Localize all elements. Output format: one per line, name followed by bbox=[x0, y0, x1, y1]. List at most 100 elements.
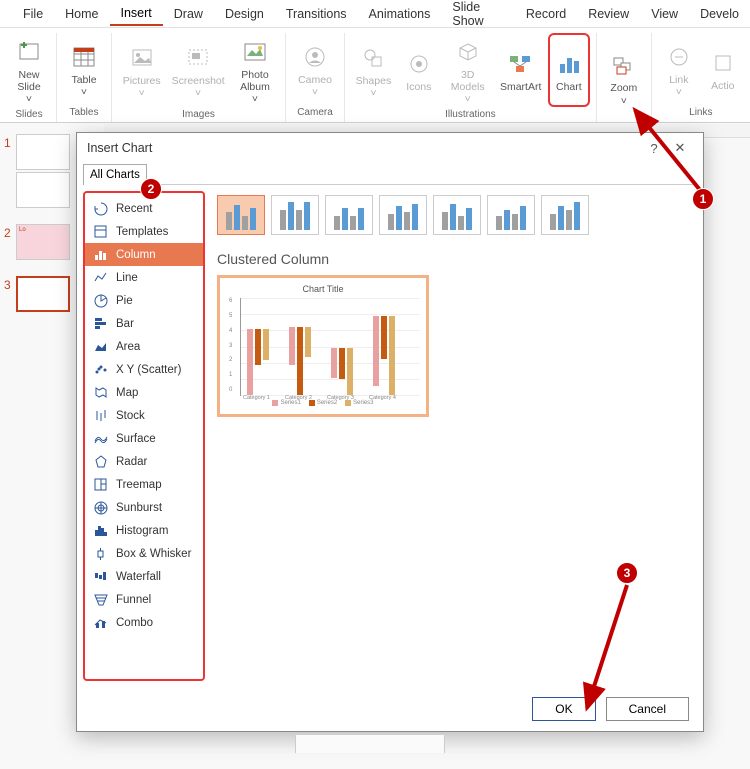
photo-album-button[interactable]: PhotoAlbum ˅ bbox=[231, 33, 279, 107]
slide-thumbnail-panel: 1 2Lo3 bbox=[0, 128, 74, 334]
icons-button[interactable]: Icons bbox=[398, 33, 440, 107]
chart-category-label: Funnel bbox=[116, 594, 151, 606]
chart-category-label: Line bbox=[116, 272, 138, 284]
chart-category-label: Stock bbox=[116, 410, 145, 422]
chart-preview-thumbnail[interactable]: Chart Title0123456Category 1Category 2Ca… bbox=[217, 275, 429, 417]
annotation-callout-2: 2 bbox=[140, 178, 162, 200]
treemap-chart-icon bbox=[93, 477, 108, 492]
chart-subtype-5[interactable] bbox=[487, 195, 535, 235]
ribbon-tab-transitions[interactable]: Transitions bbox=[275, 3, 358, 25]
chart-category-sunburst[interactable]: Sunburst bbox=[85, 496, 203, 519]
ribbon-tabs: FileHomeInsertDrawDesignTransitionsAnima… bbox=[0, 0, 750, 28]
ribbon-tab-insert[interactable]: Insert bbox=[110, 2, 163, 26]
chart-category-list: RecentTemplatesColumn Line Pie Bar Area X Y (… bbox=[83, 191, 205, 681]
pictures-icon bbox=[131, 41, 153, 75]
scatter-chart-icon bbox=[93, 362, 108, 377]
ribbon-tab-animations[interactable]: Animations bbox=[358, 3, 442, 25]
chart-category-column[interactable]: Column bbox=[85, 243, 203, 266]
chart-category-stock[interactable]: Stock bbox=[85, 404, 203, 427]
ribbon-tab-record[interactable]: Record bbox=[515, 3, 577, 25]
slide-thumbnail[interactable] bbox=[16, 134, 70, 170]
chart-category-boxwhisker[interactable]: Box & Whisker bbox=[85, 542, 203, 565]
ribbon-tab-draw[interactable]: Draw bbox=[163, 3, 214, 25]
chart-category-combo[interactable]: Combo bbox=[85, 611, 203, 634]
annotation-callout-1: 1 bbox=[692, 188, 714, 210]
cameo-button[interactable]: Cameo˅ bbox=[292, 33, 338, 105]
chart-category-surface[interactable]: Surface bbox=[85, 427, 203, 450]
pictures-button[interactable]: Pictures˅ bbox=[118, 33, 165, 107]
slide-thumbnail[interactable]: Lo bbox=[16, 224, 70, 260]
slide-thumbnail[interactable] bbox=[16, 172, 70, 208]
chart-category-label: Area bbox=[116, 341, 140, 353]
chart-category-map[interactable]: Map bbox=[85, 381, 203, 404]
annotation-arrow-3 bbox=[575, 580, 645, 720]
chart-category-bar[interactable]: Bar bbox=[85, 312, 203, 335]
chart-category-treemap[interactable]: Treemap bbox=[85, 473, 203, 496]
bottom-ruler-fragment bbox=[295, 735, 445, 753]
map-chart-icon bbox=[93, 385, 108, 400]
chart-category-xy[interactable]: X Y (Scatter) bbox=[85, 358, 203, 381]
templates-chart-icon bbox=[93, 224, 108, 239]
pie-chart-icon bbox=[93, 293, 108, 308]
sunburst-chart-icon bbox=[93, 500, 108, 515]
screenshot-button[interactable]: Screenshot˅ bbox=[167, 33, 229, 107]
area-chart-icon bbox=[93, 339, 108, 354]
chart-category-label: Histogram bbox=[116, 525, 168, 537]
chart-category-area[interactable]: Area bbox=[85, 335, 203, 358]
ribbon-tab-design[interactable]: Design bbox=[214, 3, 275, 25]
line-chart-icon bbox=[93, 270, 108, 285]
recent-chart-icon bbox=[93, 201, 108, 216]
chart-subtype-name: Clustered Column bbox=[217, 251, 689, 267]
funnel-chart-icon bbox=[93, 592, 108, 607]
annotation-callout-3: 3 bbox=[616, 562, 638, 584]
chart-subtype-1[interactable] bbox=[271, 195, 319, 235]
ribbon-tab-file[interactable]: File bbox=[12, 3, 54, 25]
chart-category-label: Pie bbox=[116, 295, 133, 307]
ribbon-tab-home[interactable]: Home bbox=[54, 3, 109, 25]
histogram-chart-icon bbox=[93, 523, 108, 538]
zoom-icon bbox=[611, 48, 637, 82]
ribbon-tab-develo[interactable]: Develo bbox=[689, 3, 750, 25]
smartart-button[interactable]: SmartArt bbox=[496, 33, 546, 107]
chart-subtype-2[interactable] bbox=[325, 195, 373, 235]
box-chart-icon bbox=[93, 546, 108, 561]
chart-category-recent[interactable]: Recent bbox=[85, 197, 203, 220]
photo-album-icon bbox=[242, 35, 268, 69]
chart-category-label: Bar bbox=[116, 318, 134, 330]
ribbon-tab-view[interactable]: View bbox=[640, 3, 689, 25]
chart-category-label: Combo bbox=[116, 617, 153, 629]
chart-category-line[interactable]: Line bbox=[85, 266, 203, 289]
chart-category-histogram[interactable]: Histogram bbox=[85, 519, 203, 542]
ribbon-tab-slide-show[interactable]: Slide Show bbox=[441, 0, 515, 32]
all-charts-tab[interactable]: All Charts bbox=[83, 164, 147, 185]
screenshot-icon bbox=[187, 41, 209, 75]
chart-subtype-0[interactable] bbox=[217, 195, 265, 235]
chart-category-waterfall[interactable]: Waterfall bbox=[85, 565, 203, 588]
slide-number: 3 bbox=[4, 276, 16, 314]
table-icon bbox=[71, 40, 97, 74]
chart-category-label: Surface bbox=[116, 433, 156, 445]
slide-number: 1 bbox=[4, 134, 16, 210]
ribbon-group-label: Camera bbox=[297, 105, 333, 122]
slide-thumbnail[interactable] bbox=[16, 276, 70, 312]
table-button[interactable]: Table˅ bbox=[63, 33, 105, 105]
ribbon-group-label: Illustrations bbox=[445, 107, 496, 124]
chart-subtype-6[interactable] bbox=[541, 195, 589, 235]
3d-models-button[interactable]: 3DModels ˅ bbox=[442, 33, 494, 107]
shapes-button[interactable]: Shapes˅ bbox=[351, 33, 396, 107]
chart-category-radar[interactable]: Radar bbox=[85, 450, 203, 473]
new-slide-button[interactable]: NewSlide ˅ bbox=[8, 33, 50, 107]
chart-subtype-3[interactable] bbox=[379, 195, 427, 235]
chart-category-label: X Y (Scatter) bbox=[116, 364, 181, 376]
chart-category-funnel[interactable]: Funnel bbox=[85, 588, 203, 611]
chart-category-label: Treemap bbox=[116, 479, 162, 491]
chart-category-pie[interactable]: Pie bbox=[85, 289, 203, 312]
radar-chart-icon bbox=[93, 454, 108, 469]
chart-category-label: Map bbox=[116, 387, 138, 399]
chart-category-templates[interactable]: Templates bbox=[85, 220, 203, 243]
slide-number: 2 bbox=[4, 224, 16, 262]
chart-subtype-4[interactable] bbox=[433, 195, 481, 235]
waterfall-chart-icon bbox=[93, 569, 108, 584]
ribbon-tab-review[interactable]: Review bbox=[577, 3, 640, 25]
chart-button[interactable]: Chart bbox=[548, 33, 590, 107]
